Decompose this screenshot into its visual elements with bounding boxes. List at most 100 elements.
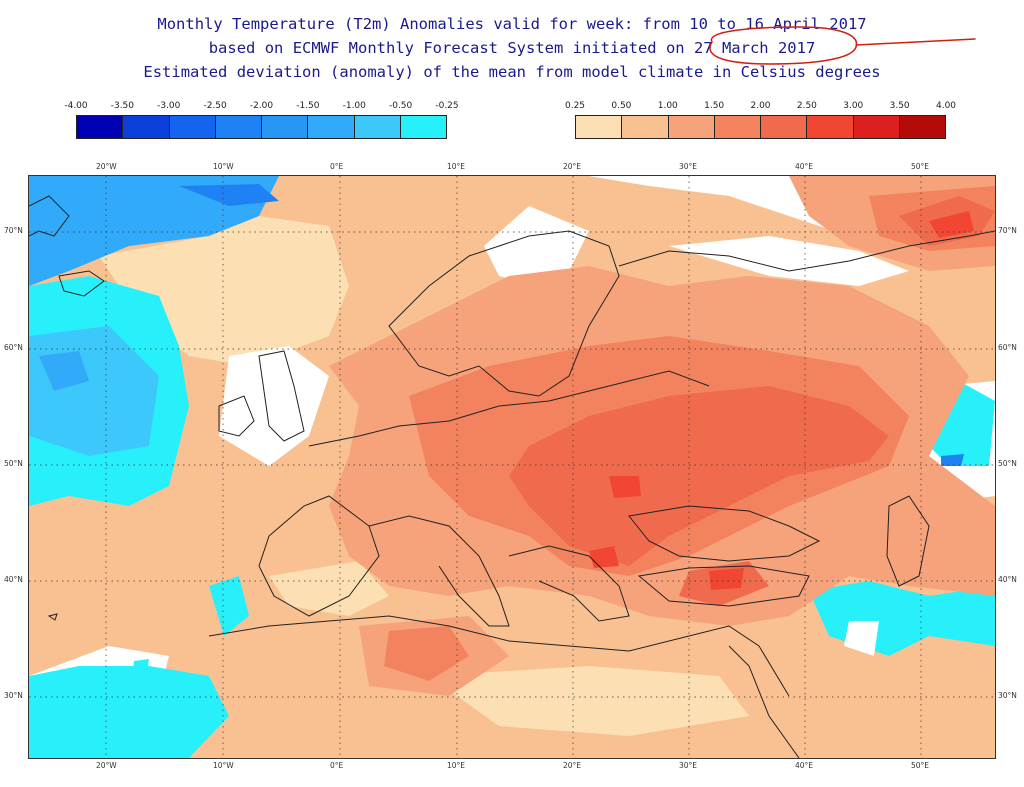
strong-cold-patch-caspian bbox=[941, 454, 964, 466]
cold-legend-bar bbox=[76, 115, 447, 139]
warm-legend-swatch bbox=[622, 116, 669, 138]
coastlines bbox=[29, 195, 995, 758]
cold-anomaly-legend: -4.00 -3.50 -3.00 -2.50 -2.00 -1.50 -1.00 -0.50… bbox=[64, 101, 459, 139]
latitude-label-left: 70°N bbox=[4, 226, 23, 235]
warm-legend-label: 4.00 bbox=[935, 101, 957, 111]
cold-legend-label: -2.50 bbox=[203, 101, 227, 111]
longitude-label-top: 40°E bbox=[795, 162, 814, 171]
warm-legend-swatch bbox=[714, 116, 761, 138]
coastline-greenland bbox=[29, 195, 70, 237]
cold-legend-label: -3.50 bbox=[110, 101, 135, 111]
warm-legend-swatch bbox=[853, 116, 900, 138]
latitude-label-left: 30°N bbox=[4, 691, 23, 700]
latitude-label-left: 50°N bbox=[4, 459, 23, 468]
strong-warm-anomaly-algeria bbox=[384, 626, 469, 681]
warm-legend-swatch bbox=[807, 116, 854, 138]
strong-cold-patch-north bbox=[179, 184, 279, 206]
latitude-label-right: 60°N bbox=[998, 343, 1017, 352]
cold-legend-swatch bbox=[77, 116, 124, 138]
cold-patch-small bbox=[133, 659, 149, 672]
neutral-area-white-sea bbox=[669, 236, 909, 286]
title-line-2: based on ECMWF Monthly Forecast System i… bbox=[208, 39, 816, 57]
coastline-black-sea bbox=[628, 505, 821, 562]
latitude-label-right: 70°N bbox=[998, 226, 1017, 235]
longitude-label-bottom: 10°E bbox=[447, 761, 466, 770]
warm-legend-label: 1.50 bbox=[704, 101, 725, 111]
cold-legend-swatch bbox=[354, 116, 401, 138]
latitude-label-left: 40°N bbox=[4, 575, 23, 584]
cold-anomaly-atlantic-center bbox=[39, 351, 89, 391]
warm-legend-label: 1.00 bbox=[657, 101, 678, 111]
longitude-label-top: 20°W bbox=[96, 162, 117, 171]
cold-legend-swatch bbox=[169, 116, 216, 138]
cold-legend-label: -3.00 bbox=[157, 101, 181, 111]
warm-legend-bar bbox=[575, 115, 946, 139]
neutral-area-north-sea bbox=[219, 346, 329, 466]
coastline-red-sea bbox=[728, 645, 800, 758]
coastline-anatolia bbox=[637, 565, 810, 607]
cold-legend-swatch bbox=[308, 116, 355, 138]
very-strong-warm-anomaly-ukraine bbox=[509, 386, 889, 566]
warm-legend-label: 0.50 bbox=[611, 101, 632, 111]
cold-anomaly-greenland-sea bbox=[29, 176, 279, 286]
coastline-north-europe bbox=[308, 370, 710, 447]
warm-legend-swatch bbox=[668, 116, 715, 138]
warm-anomaly-legend: 0.25 0.50 1.00 1.50 2.00 2.50 3.00 3.50 4.00 bbox=[565, 101, 956, 139]
longitude-label-top: 20°E bbox=[563, 162, 582, 171]
extreme-warm-patch-1 bbox=[609, 476, 641, 498]
latitude-label-right: 40°N bbox=[998, 575, 1017, 584]
cold-legend-label: -2.00 bbox=[249, 101, 274, 111]
warm-legend-label: 2.50 bbox=[796, 101, 817, 111]
warm-legend-label: 0.25 bbox=[564, 101, 586, 111]
cold-legend-swatch bbox=[400, 116, 446, 138]
coastline-ireland bbox=[218, 395, 255, 437]
coastline-arctic bbox=[618, 230, 995, 272]
warm-legend-label: 3.50 bbox=[889, 101, 910, 111]
longitude-label-bottom: 40°E bbox=[795, 761, 814, 770]
longitude-label-bottom: 0°E bbox=[330, 761, 344, 770]
neutral-patch-iran bbox=[844, 621, 879, 656]
warm-legend-label: 3.00 bbox=[843, 101, 864, 111]
cold-anomaly-canaries bbox=[29, 666, 229, 758]
title-line-1: Monthly Temperature (T2m) Anomalies vali… bbox=[157, 15, 867, 33]
latitude-label-left: 60°N bbox=[4, 343, 23, 352]
coastline-italy bbox=[368, 515, 510, 627]
coastline-north-africa bbox=[208, 615, 790, 697]
weak-anomaly-sahara bbox=[429, 666, 749, 736]
longitude-label-top: 50°E bbox=[911, 162, 930, 171]
extreme-warm-patch-4 bbox=[929, 211, 974, 238]
longitude-label-bottom: 20°E bbox=[563, 761, 582, 770]
graticule bbox=[29, 176, 995, 758]
longitude-label-bottom: 30°E bbox=[679, 761, 698, 770]
cold-anomaly-azores bbox=[209, 576, 249, 636]
warm-legend-labels: 0.25 0.50 1.00 1.50 2.00 2.50 3.00 3.50 4.00 bbox=[565, 101, 956, 115]
longitude-label-top: 10°W bbox=[213, 162, 234, 171]
cold-legend-labels: -4.00 -3.50 -3.00 -2.50 -2.00 -1.50 -1.00 -0.50… bbox=[64, 101, 458, 115]
warm-legend-swatch bbox=[899, 116, 945, 138]
neutral-area-scandinavia bbox=[484, 206, 589, 286]
cold-legend-label: -4.00 bbox=[64, 101, 88, 111]
title-line-3: Estimated deviation (anomaly) of the mea… bbox=[143, 63, 881, 81]
cold-legend-label: -1.50 bbox=[296, 101, 320, 111]
anomaly-map-svg bbox=[29, 176, 995, 758]
cold-legend-swatch bbox=[215, 116, 262, 138]
longitude-label-top: 0°E bbox=[330, 162, 344, 171]
coastline-iceland bbox=[58, 270, 105, 297]
cold-legend-swatch bbox=[262, 116, 309, 138]
coastline-scandinavia bbox=[388, 230, 620, 397]
anomaly-map bbox=[28, 175, 996, 759]
weak-anomaly-iberia bbox=[269, 561, 389, 616]
warm-legend-label: 2.00 bbox=[750, 101, 771, 111]
coastline-caspian bbox=[886, 495, 930, 587]
warm-legend-swatch bbox=[576, 116, 623, 138]
latitude-label-right: 30°N bbox=[998, 691, 1017, 700]
cold-legend-swatch bbox=[123, 116, 170, 138]
extreme-warm-patch-3 bbox=[709, 568, 744, 590]
coastline-balkans bbox=[508, 545, 630, 622]
coastline-madeira bbox=[47, 613, 58, 621]
cold-legend-label: -1.00 bbox=[342, 101, 366, 111]
extreme-warm-patch-2 bbox=[589, 546, 619, 568]
map-title: Monthly Temperature (T2m) Anomalies vali… bbox=[0, 12, 1024, 84]
longitude-label-bottom: 10°W bbox=[213, 761, 234, 770]
longitude-label-top: 30°E bbox=[679, 162, 698, 171]
